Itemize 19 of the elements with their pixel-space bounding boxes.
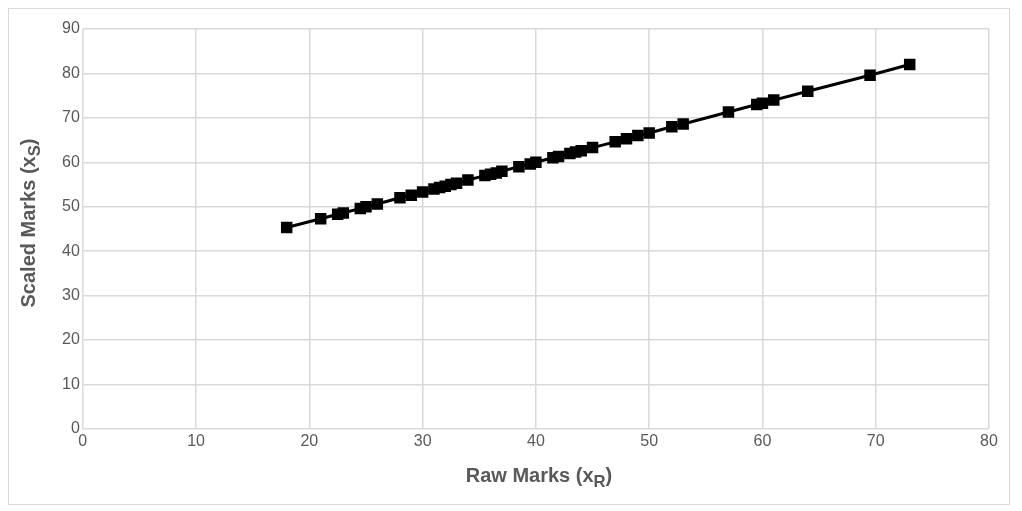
x-tick-label: 20 [300,431,319,449]
x-tick-label: 30 [413,431,432,449]
y-tick-label: 30 [62,285,80,303]
x-tick-label: 40 [527,431,545,449]
y-tick-label: 60 [62,152,80,170]
y-tick-label: 90 [62,19,80,37]
y-tick-label: 10 [62,374,80,392]
y-tick-label: 0 [70,419,80,437]
y-tick-label: 80 [62,63,80,81]
y-tick-label: 40 [62,241,80,259]
x-tick-label: 70 [866,431,885,449]
x-axis-title: Raw Marks (x$_{R}$) [464,464,614,492]
x-tick-label: 10 [187,431,206,449]
y-tick-label: 20 [62,330,80,348]
y-tick-label: 50 [62,197,80,215]
x-tick-label: 50 [640,431,659,449]
y-tick-label: 70 [62,108,80,126]
x-tick-label: 80 [980,431,998,449]
x-tick-label: 60 [753,431,772,449]
